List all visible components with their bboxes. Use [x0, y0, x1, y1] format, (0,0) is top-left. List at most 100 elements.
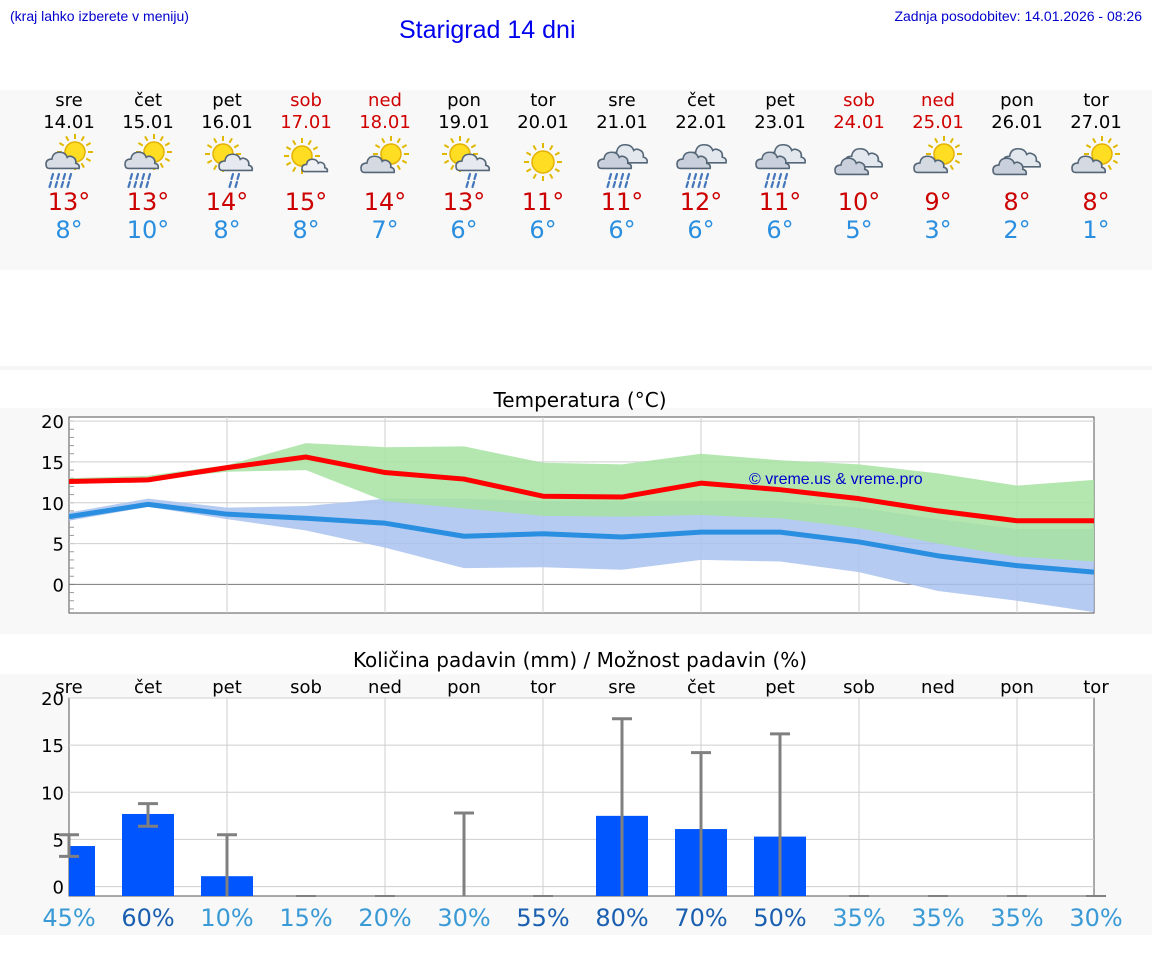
day-date: 20.01 [517, 112, 569, 133]
location-hint: (kraj lahko izberete v meniju) [10, 8, 189, 24]
max-temperature: 11° [600, 188, 644, 216]
precipitation-probability: 45% [42, 904, 95, 932]
forecast-day: čet 15.01 13° 10° [108, 90, 188, 244]
y-tick-label: 0 [53, 575, 64, 596]
last-updated: Zadnja posodobitev: 14.01.2026 - 08:26 [894, 8, 1142, 24]
temperature-chart-title: Temperatura (°C) [493, 388, 667, 412]
day-date: 23.01 [754, 112, 806, 133]
x-tick-label: sre [55, 677, 82, 698]
min-temperature: 8° [213, 216, 241, 244]
forecast-day: čet 22.01 12° 6° [661, 90, 741, 244]
y-tick-label: 0 [53, 878, 64, 899]
day-date: 25.01 [912, 112, 964, 133]
sun-cloud-light-rain-icon [205, 136, 254, 189]
precipitation-probability: 35% [990, 904, 1043, 932]
min-temperature: 1° [1082, 216, 1110, 244]
day-name: čet [686, 90, 716, 111]
forecast-day: pon 26.01 8° 2° [977, 90, 1057, 244]
y-tick-label: 5 [53, 830, 64, 851]
cloud-rain-icon [755, 143, 806, 189]
forecast-day: pet 16.01 14° 8° [187, 90, 267, 244]
sun-cloud-icon [913, 136, 962, 174]
cloud-icon [992, 147, 1041, 176]
day-date: 24.01 [833, 112, 885, 133]
min-temperature-line [68, 501, 1095, 575]
min-temperature: 8° [55, 216, 83, 244]
precipitation-probability: 20% [358, 904, 411, 932]
precipitation-probability: 30% [1069, 904, 1122, 932]
forecast-day: sre 21.01 11° 6° [582, 90, 662, 244]
y-tick-label: 20 [41, 412, 64, 433]
day-name: sre [55, 90, 83, 111]
min-temperature: 6° [450, 216, 478, 244]
min-temperature: 2° [1003, 216, 1031, 244]
precipitation-bar [69, 846, 95, 896]
precipitation-probability: 70% [674, 904, 727, 932]
day-name: pon [1000, 90, 1034, 111]
day-date: 17.01 [280, 112, 332, 133]
y-tick-label: 15 [41, 736, 64, 757]
max-temperature: 12° [679, 188, 723, 216]
y-tick-label: 20 [41, 689, 64, 710]
day-date: 21.01 [596, 112, 648, 133]
y-tick-label: 5 [53, 535, 64, 556]
x-tick-label: ned [368, 677, 402, 698]
max-temperature-line [68, 454, 1094, 524]
max-temperature: 13° [47, 188, 91, 216]
day-name: pon [447, 90, 481, 111]
forecast-day: pon 19.01 13° 6° [424, 90, 504, 244]
x-tick-label: sob [843, 677, 875, 698]
day-name: sob [843, 90, 875, 111]
precipitation-probability: 15% [279, 904, 332, 932]
day-date: 22.01 [675, 112, 727, 133]
sun-cloud-light-rain-icon [442, 136, 491, 189]
min-temperature: 5° [845, 216, 873, 244]
y-tick-label: 15 [41, 453, 64, 474]
forecast-day: ned 25.01 9° 3° [898, 90, 978, 244]
day-name: pet [765, 90, 795, 111]
precipitation-chart-title: Količina padavin (mm) / Možnost padavin … [352, 648, 808, 672]
sun-cloud-icon [360, 136, 409, 174]
precipitation-probability: 35% [832, 904, 885, 932]
forecast-day: sob 24.01 10° 5° [819, 90, 899, 244]
day-date: 18.01 [359, 112, 411, 133]
day-name: čet [133, 90, 163, 111]
precipitation-probability: 35% [911, 904, 964, 932]
min-temperature: 6° [766, 216, 794, 244]
x-tick-label: pon [1000, 677, 1034, 698]
x-tick-label: pon [447, 677, 481, 698]
min-temperature: 8° [292, 216, 320, 244]
y-tick-label: 10 [41, 494, 64, 515]
day-date: 27.01 [1070, 112, 1122, 133]
max-temperature: 9° [924, 188, 952, 216]
sun-icon [524, 143, 562, 181]
max-range-band [69, 443, 1094, 562]
max-temperature: 14° [205, 188, 249, 216]
forecast-day: sre 14.01 13° 8° [29, 90, 109, 244]
day-date: 16.01 [201, 112, 253, 133]
x-tick-label: tor [530, 677, 556, 698]
forecast-day: tor 20.01 11° 6° [503, 90, 583, 244]
cloud-icon [834, 147, 883, 176]
day-name: tor [530, 90, 556, 111]
precipitation-probability: 60% [121, 904, 174, 932]
min-temperature: 6° [608, 216, 636, 244]
max-temperature: 10° [837, 188, 881, 216]
min-range-band [69, 498, 1094, 613]
max-temperature: 11° [521, 188, 565, 216]
min-temperature: 3° [924, 216, 952, 244]
x-tick-label: tor [1083, 677, 1109, 698]
sun-cloud-rain-icon [45, 134, 93, 189]
day-date: 19.01 [438, 112, 490, 133]
temperature-chart: 0 5 10 15 20 © vreme.us & vreme.pro [41, 412, 1095, 614]
precipitation-probability: 10% [200, 904, 253, 932]
x-tick-label: sre [608, 677, 635, 698]
cloud-rain-icon [676, 143, 727, 189]
max-temperature: 13° [442, 188, 486, 216]
min-temperature: 10° [126, 216, 170, 244]
x-tick-label: sob [290, 677, 322, 698]
divider [0, 366, 1152, 370]
x-tick-label: čet [134, 677, 162, 698]
day-name: ned [368, 90, 402, 111]
page-title: Starigrad 14 dni [399, 16, 576, 44]
